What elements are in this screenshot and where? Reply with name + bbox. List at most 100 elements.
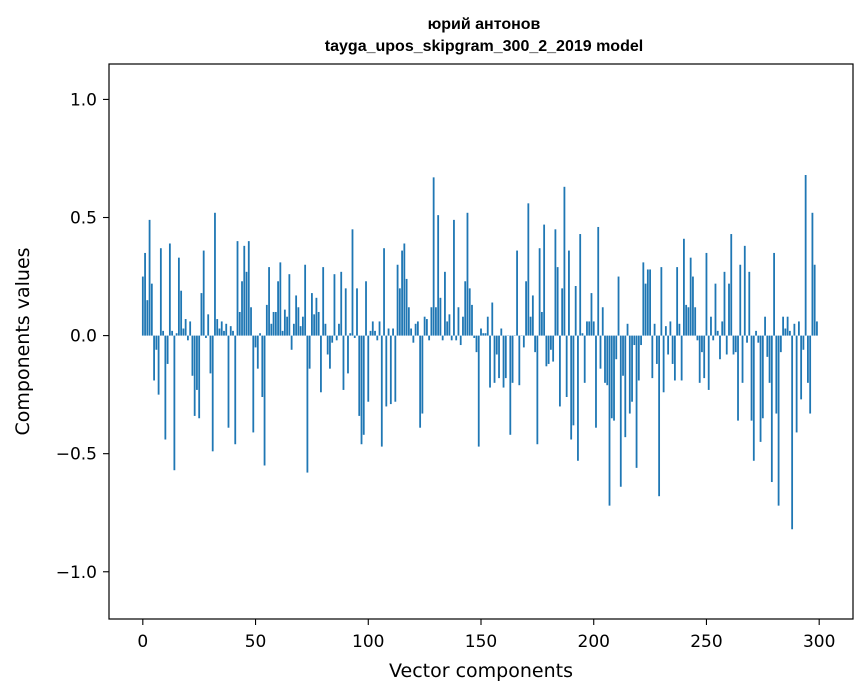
bar-28 <box>205 335 207 338</box>
bar-161 <box>504 335 507 379</box>
bar-133 <box>441 335 444 341</box>
bar-35 <box>220 321 223 336</box>
bar-241 <box>685 304 688 336</box>
bar-121 <box>414 323 417 336</box>
bar-26 <box>200 293 203 336</box>
bar-262 <box>732 335 735 355</box>
bar-213 <box>622 335 624 376</box>
bar-182 <box>552 335 555 362</box>
bar-223 <box>644 283 647 336</box>
bar-39 <box>229 326 232 336</box>
bar-154 <box>489 335 491 388</box>
y-tick-label--0.5: −0.5 <box>56 445 97 465</box>
bar-64 <box>286 316 289 336</box>
x-axis-ticks: 0 50 100 150 200 250 300 <box>137 619 835 652</box>
bar-127 <box>428 335 431 341</box>
bar-102 <box>371 321 374 336</box>
bar-7 <box>157 335 160 395</box>
bar-177 <box>540 311 543 336</box>
chart-title-line1: юрий антонов <box>428 16 541 33</box>
bar-117 <box>405 278 408 336</box>
bar-246 <box>696 335 699 341</box>
bar-211 <box>617 276 620 336</box>
bar-153 <box>486 316 489 336</box>
bar-240 <box>683 238 685 336</box>
bar-61 <box>279 262 282 336</box>
bar-224 <box>646 269 649 336</box>
bar-0 <box>141 276 144 336</box>
bar-160 <box>502 335 505 388</box>
bar-33 <box>216 319 219 336</box>
bar-79 <box>320 335 322 393</box>
bar-92 <box>349 333 352 336</box>
bar-259 <box>725 335 728 355</box>
bar-series <box>141 175 818 530</box>
bar-131 <box>437 215 440 336</box>
bar-38 <box>227 335 230 428</box>
bar-120 <box>412 335 415 343</box>
bar-52 <box>259 333 261 336</box>
bar-242 <box>687 307 690 336</box>
bar-69 <box>297 307 300 336</box>
bar-111 <box>392 328 394 336</box>
bar-169 <box>522 335 525 348</box>
bar-206 <box>606 335 609 386</box>
bar-34 <box>218 328 221 336</box>
bar-112 <box>394 335 397 402</box>
bar-272 <box>755 330 757 336</box>
y-axis-label: Components values <box>12 247 34 435</box>
bar-108 <box>385 335 388 407</box>
bar-132 <box>439 297 442 336</box>
bar-68 <box>295 295 298 336</box>
bar-43 <box>238 311 241 336</box>
bar-88 <box>340 271 343 336</box>
bar-174 <box>534 335 537 353</box>
bar-66 <box>290 335 293 350</box>
x-tick-label-150: 150 <box>465 632 497 652</box>
bar-40 <box>232 330 234 336</box>
bar-239 <box>680 335 683 381</box>
bar-116 <box>403 243 406 336</box>
bar-296 <box>809 335 812 414</box>
bar-163 <box>509 335 512 435</box>
bar-267 <box>743 245 746 336</box>
bar-250 <box>705 252 708 336</box>
bar-232 <box>664 326 667 336</box>
bar-231 <box>662 335 665 393</box>
bar-257 <box>721 321 724 336</box>
bar-193 <box>577 335 579 461</box>
bar-199 <box>590 293 593 336</box>
bar-107 <box>383 248 385 336</box>
bar-226 <box>651 335 654 379</box>
bar-84 <box>331 335 334 343</box>
bar-282 <box>777 335 780 506</box>
bar-252 <box>710 316 712 336</box>
bar-201 <box>595 335 597 428</box>
bar-128 <box>430 307 433 336</box>
bar-286 <box>786 316 789 336</box>
bar-273 <box>757 335 760 343</box>
bar-60 <box>277 281 279 336</box>
bar-59 <box>274 311 277 336</box>
bar-81 <box>324 323 327 336</box>
bar-12 <box>168 243 171 336</box>
bar-48 <box>250 307 252 336</box>
y-tick-label-0.5: 0.5 <box>70 209 97 229</box>
bar-254 <box>714 283 717 336</box>
bar-234 <box>669 321 672 336</box>
bar-63 <box>283 309 286 336</box>
bar-49 <box>252 335 255 433</box>
bar-229 <box>658 335 661 497</box>
bar-19 <box>184 319 187 336</box>
bar-228 <box>655 335 658 364</box>
bar-266 <box>741 335 744 383</box>
bar-202 <box>597 226 600 336</box>
bar-147 <box>473 335 476 338</box>
bar-126 <box>425 319 428 336</box>
bar-129 <box>432 177 435 336</box>
bar-185 <box>559 335 561 407</box>
bar-75 <box>311 293 313 336</box>
bar-9 <box>162 330 165 336</box>
bar-23 <box>193 335 196 416</box>
